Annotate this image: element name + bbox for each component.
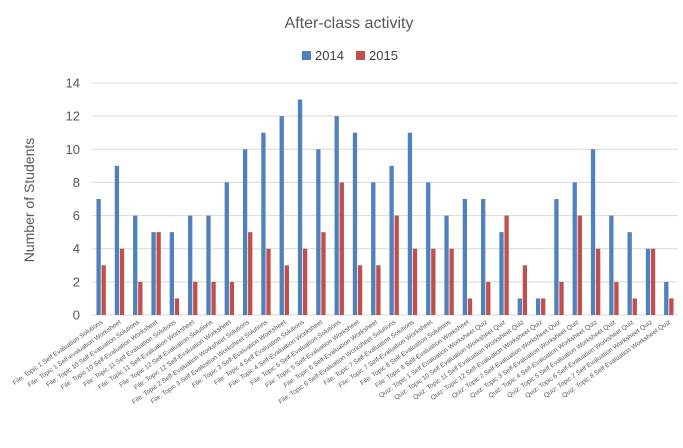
bar-2015 <box>486 281 491 315</box>
bar-2015 <box>266 248 271 315</box>
bar-2015 <box>302 248 308 315</box>
bar-2014 <box>535 298 541 315</box>
bar-2015 <box>357 265 363 315</box>
bar-2014 <box>462 199 468 315</box>
legend: 2014 2015 <box>302 48 398 63</box>
y-tick-label: 8 <box>73 175 80 190</box>
bar-2014 <box>499 232 504 315</box>
legend-swatch-2014 <box>302 51 311 60</box>
bar-2014 <box>316 149 321 315</box>
y-tick-label: 10 <box>66 142 80 157</box>
bar-2015 <box>522 265 528 315</box>
bar-2015 <box>669 298 674 315</box>
bar-2014 <box>352 132 358 315</box>
bar-2015 <box>650 248 656 315</box>
bar-2015 <box>394 215 399 315</box>
bar-2015 <box>321 232 326 315</box>
bar-2014 <box>114 165 120 315</box>
bar-2014 <box>609 215 614 315</box>
bar-2014 <box>242 149 248 315</box>
bar-2014 <box>169 232 175 315</box>
y-tick-label: 0 <box>73 308 80 323</box>
bar-2014 <box>133 215 138 315</box>
bar-2014 <box>224 182 229 315</box>
y-tick-label: 12 <box>66 109 80 124</box>
y-tick-label: 14 <box>66 76 80 91</box>
bar-2014 <box>279 116 284 315</box>
legend-swatch-2015 <box>356 51 365 60</box>
bar-2015 <box>614 281 619 315</box>
bar-2015 <box>284 265 289 315</box>
bar-2014 <box>426 182 431 315</box>
y-axis-label: Number of Students <box>21 138 37 263</box>
bar-2015 <box>248 232 253 315</box>
bar-2014 <box>407 132 413 315</box>
bar-2014 <box>590 149 596 315</box>
bar-2015 <box>119 248 125 315</box>
bar-2014 <box>554 199 559 315</box>
bar-2014 <box>188 215 193 315</box>
bar-2015 <box>211 281 216 315</box>
y-tick-label: 6 <box>73 208 80 223</box>
bar-2015 <box>412 248 418 315</box>
bar-2015 <box>229 281 235 315</box>
bar-2015 <box>174 298 180 315</box>
bar-2014 <box>151 232 156 315</box>
bar-2014 <box>645 248 651 315</box>
bar-2014 <box>572 182 577 315</box>
bar-2014 <box>481 199 486 315</box>
bar-2015 <box>339 182 344 315</box>
bar-2015 <box>193 281 198 315</box>
chart-title: After-class activity <box>285 15 414 32</box>
bar-2015 <box>376 265 381 315</box>
bar-2014 <box>334 116 339 315</box>
bar-2014 <box>297 99 303 315</box>
x-axis-ticks: File: Topic 1 Self Evaluation SolutionsF… <box>12 318 672 405</box>
y-tick-label: 2 <box>73 274 80 289</box>
bar-2014 <box>206 215 211 315</box>
y-tick-label: 4 <box>73 241 80 256</box>
bar-2014 <box>664 281 669 315</box>
legend-label-2015: 2015 <box>369 48 398 63</box>
y-axis-ticks: 0 2 4 6 8 10 12 14 <box>66 76 80 323</box>
bar-2015 <box>101 265 106 315</box>
bar-2014 <box>371 182 376 315</box>
bar-2014 <box>517 298 522 315</box>
bar-2015 <box>504 215 509 315</box>
bar-2015 <box>559 281 564 315</box>
bar-2014 <box>444 215 449 315</box>
bar-2015 <box>632 298 637 315</box>
bar-2015 <box>138 281 143 315</box>
bar-2015 <box>595 248 601 315</box>
bar-2015 <box>156 232 161 315</box>
bar-2014 <box>96 199 101 315</box>
gridlines <box>92 82 678 316</box>
bar-2015 <box>449 248 454 315</box>
bars <box>96 99 674 315</box>
bar-2014 <box>627 232 632 315</box>
bar-2014 <box>261 132 266 315</box>
legend-label-2014: 2014 <box>315 48 344 63</box>
bar-2015 <box>431 248 436 315</box>
bar-2015 <box>541 298 546 315</box>
bar-2015 <box>467 298 473 315</box>
bar-2015 <box>577 215 582 315</box>
bar-2014 <box>389 165 394 315</box>
